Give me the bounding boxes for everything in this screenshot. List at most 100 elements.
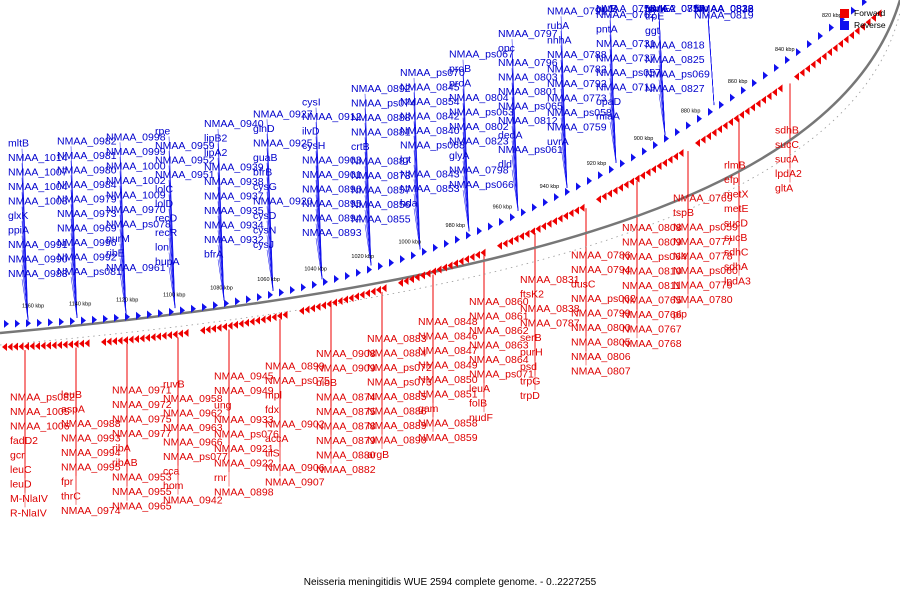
reverse-leader-line [462,190,470,232]
reverse-gene-label: NMAA_0952 [155,155,215,167]
forward-gene-arrow [161,331,167,340]
reverse-gene-arrow [301,283,306,292]
reverse-gene-label: bfrA [204,248,223,260]
forward-gene-label: NMAA_0988 [61,418,121,430]
forward-gene-label: NMAA_0949 [214,385,274,397]
forward-gene-arrow [733,114,739,123]
legend-reverse-label: Reverse [854,20,886,30]
reverse-gene-label: purM [106,233,130,245]
forward-gene-label: NMAA_0809 [622,237,682,249]
reverse-leader-line [315,223,323,280]
forward-gene-arrow [18,342,24,351]
reverse-gene-arrow [741,86,746,95]
reverse-gene-label: NMAA_0828 [694,3,754,15]
forward-gene-label: NMAA_0800 [571,322,631,334]
reverse-gene-label: recR [155,227,178,239]
reverse-gene-arrow [763,71,768,80]
scale-label: 1000 kbp [398,240,421,246]
reverse-gene-label: cysJ [253,239,274,251]
reverse-gene-arrow [312,280,317,289]
forward-gene-arrow [139,334,145,343]
scale-label: 940 kbp [540,184,560,190]
reverse-gene-label: NMAA_0990 [8,254,68,266]
reverse-gene-arrow [818,31,823,40]
reverse-gene-arrow [48,318,53,327]
forward-gene-arrow [772,88,777,97]
forward-gene-arrow [40,341,46,350]
forward-gene-label: sucC [775,139,799,151]
forward-gene-arrow [667,155,673,164]
reverse-gene-label: NMAA_0991 [8,239,68,251]
reverse-gene-label: lgt [400,154,411,166]
reverse-gene-label: NMAA_ps057 [596,67,661,79]
reverse-gene-label: NMAA_0845 [400,81,460,93]
reverse-gene-arrow [257,293,262,302]
reverse-gene-label: NMAA_0927 [253,108,313,120]
reverse-gene-arrow [510,213,515,222]
forward-gene-label: NMAA_ps059 [673,221,738,233]
reverse-gene-label: glyA [449,150,469,162]
reverse-gene-label: NMAA_0832 [694,3,754,15]
forward-gene-arrow [73,340,79,349]
reverse-gene-label: pntA [596,24,618,36]
reverse-gene-label: NMAA_ps061 [498,144,563,156]
forward-gene-arrow [2,342,7,351]
reverse-gene-label: NMAA_0951 [155,169,215,181]
reverse-leader-line [266,249,274,291]
forward-gene-label: lpdA3 [724,276,751,288]
forward-gene-arrow [365,289,370,298]
forward-gene-arrow [777,84,783,93]
reverse-gene-arrow [697,114,702,123]
reverse-gene-arrow [4,319,9,328]
reverse-gene-label: NMAA_0934 [204,219,264,231]
forward-gene-label: cca [163,466,180,478]
reverse-gene-arrow [653,141,658,150]
reverse-gene-label: NMAA_ps058 [547,107,612,119]
reverse-gene-label: dld [498,159,512,171]
forward-gene-label: sucD [724,218,748,230]
forward-gene-label: ung [214,400,232,412]
forward-gene-arrow [398,278,403,287]
forward-gene-arrow [35,341,40,350]
reverse-gene-label: opaD [596,96,622,108]
reverse-gene-label: NMAA_0762 [596,9,656,21]
forward-gene-label: NMAA_ps075 [265,375,330,387]
forward-gene-arrow [579,203,585,212]
reverse-gene-arrow [92,315,97,324]
forward-gene-arrow [7,342,13,351]
forward-gene-label: NMAA_0848 [418,316,478,328]
forward-gene-label: accA [265,433,288,445]
reverse-gene-label: NMAA_ps063 [449,107,514,119]
scale-label: 1140 kbp [69,301,91,307]
forward-gene-arrow [271,313,277,322]
forward-gene-label: NMAA_0879 [316,435,376,447]
scale-label: 860 kbp [728,79,748,85]
reverse-gene-arrow [147,310,152,319]
forward-gene-label: NMAA_0953 [112,472,172,484]
forward-gene-arrow [68,340,73,349]
forward-gene-arrow [596,195,601,204]
forward-gene-label: NMAA_ps062 [571,293,636,305]
forward-gene-label: NMAA_0807 [571,365,631,377]
forward-gene-arrow [530,227,535,236]
forward-gene-label: NMAA_0880 [316,449,376,461]
reverse-gene-arrow [488,222,493,231]
forward-gene-arrow [695,138,700,147]
reverse-gene-label: NMAA_0812 [498,115,558,127]
forward-gene-label: psd [520,361,537,373]
forward-gene-label: NMAA_0922 [214,458,274,470]
forward-gene-arrow [442,263,447,272]
forward-gene-label: NMAA_0972 [112,399,172,411]
forward-gene-arrow [117,336,123,345]
scale-label: 1160 kbp [22,303,44,309]
forward-gene-label: NMAA_0806 [571,351,631,363]
forward-gene-arrow [134,334,139,343]
reverse-gene-label: ggt [645,25,660,37]
reverse-swatch [840,20,849,30]
reverse-gene-label: NMAA_0813 [694,3,754,15]
forward-gene-label: NMAA_ps082 [10,391,75,403]
forward-gene-arrow [766,92,772,101]
reverse-gene-label: NMAA_0791 [547,5,607,17]
forward-gene-label: gltA [775,182,793,194]
